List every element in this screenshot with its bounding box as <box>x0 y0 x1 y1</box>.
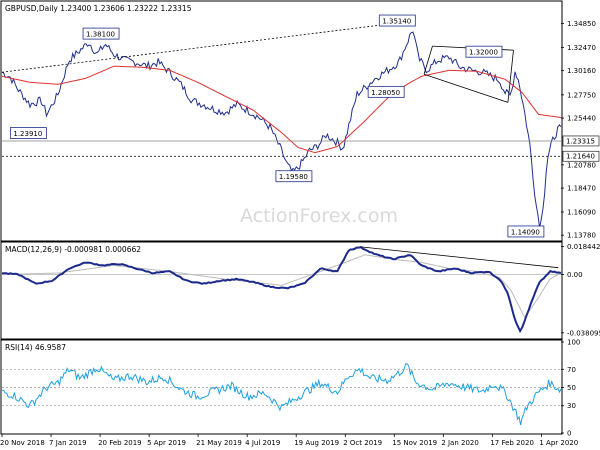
price-panel <box>0 0 563 242</box>
annotation-label: 1.38100 <box>86 31 115 39</box>
x-tick-label: 2 Oct 2019 <box>343 439 382 447</box>
annotation-box <box>367 85 405 98</box>
moving-average-line <box>1 65 562 154</box>
x-tick-label: 17 Feb 2020 <box>490 439 534 447</box>
y-tick-label: 50 <box>567 384 576 392</box>
annotation-box <box>465 45 503 58</box>
annotation-box <box>9 127 47 139</box>
y-tick-label: -0.038095 <box>567 329 600 337</box>
x-tick-label: 2 Jan 2020 <box>441 439 479 447</box>
price-line <box>1 31 562 229</box>
y-tick-label: 1.13780 <box>567 232 596 240</box>
x-tick-label: 20 Feb 2019 <box>98 439 142 447</box>
price-annotations: 1.38100 1.23910 1.19580 1.35140 1.28050 1.320… <box>9 14 545 238</box>
channel-left-line <box>423 46 433 75</box>
x-tick-label: 21 May 2019 <box>196 439 242 447</box>
x-tick-label: 7 Jan 2019 <box>49 439 87 447</box>
x-tick-label: 1 Apr 2020 <box>539 439 578 447</box>
macd-trendline <box>359 246 559 269</box>
current-price-label: 1.23315 <box>566 137 595 145</box>
price-y-axis: 1.34850 1.32470 1.30160 1.27750 1.25440 1.207… <box>561 20 600 240</box>
rsi-series-layer <box>1 363 562 426</box>
y-tick-label: 1.25440 <box>567 115 596 123</box>
x-tick-label: 20 Nov 2018 <box>0 439 45 447</box>
rsi-title: RSI(14) 46.9587 <box>5 343 66 352</box>
y-tick-label: 1.20780 <box>567 161 596 169</box>
watermark: ActionForex.com <box>240 205 398 227</box>
x-tick-label: 4 Jul 2019 <box>245 439 280 447</box>
macd-signal-line <box>1 254 562 319</box>
x-tick-label: 15 Nov 2019 <box>392 439 437 447</box>
y-tick-label: 1.34850 <box>567 20 596 28</box>
annotation-label: 1.35140 <box>382 18 411 26</box>
annotation-box <box>378 14 416 27</box>
annotation-label: 1.23910 <box>13 130 42 138</box>
x-axis: 20 Nov 2018 7 Jan 2019 20 Feb 2019 5 Apr 20… <box>0 434 578 447</box>
channel-right-line <box>507 50 514 103</box>
price-series-layer <box>1 20 562 229</box>
y-tick-label: 0.00 <box>567 271 583 279</box>
rsi-line <box>1 363 562 426</box>
y-tick-label: 1.30160 <box>567 67 596 75</box>
support-level-label-box <box>562 150 600 162</box>
y-tick-label: 30 <box>567 402 576 410</box>
macd-series-layer <box>1 246 562 334</box>
macd-title: MACD(12,26,9) -0.000981 0.000662 <box>5 245 141 254</box>
annotation-box <box>507 225 545 238</box>
annotation-label: 1.32000 <box>469 49 498 57</box>
channel-bottom-line <box>423 73 509 103</box>
macd-y-axis: 0.018442 0.00 -0.038095 <box>561 243 600 337</box>
annotation-box <box>82 27 120 40</box>
y-tick-label: 1.32470 <box>567 44 596 52</box>
y-tick-label: 100 <box>567 339 580 347</box>
current-price-label-box <box>562 135 600 147</box>
support-level-label: 1.21640 <box>566 153 595 161</box>
y-tick-label: 70 <box>567 366 576 374</box>
macd-panel <box>0 241 563 340</box>
annotation-label: 1.28050 <box>371 89 400 97</box>
annotation-box <box>275 170 313 183</box>
rsi-y-axis: 100 70 50 30 0 <box>561 339 580 438</box>
y-tick-label: 1.16090 <box>567 208 596 216</box>
y-tick-label: 1.18470 <box>567 185 596 193</box>
price-title: GBPUSD,Daily 1.23400 1.23606 1.23222 1.2… <box>5 4 192 13</box>
y-tick-label: 1.27750 <box>567 91 596 99</box>
y-tick-label: 0 <box>567 430 571 438</box>
y-tick-label: 0.018442 <box>567 243 600 251</box>
rsi-panel <box>0 339 563 435</box>
annotation-label: 1.19580 <box>279 173 308 181</box>
x-tick-label: 5 Apr 2019 <box>147 439 186 447</box>
upper-trendline <box>1 20 413 73</box>
annotation-label: 1.14090 <box>511 228 540 236</box>
x-tick-label: 19 Aug 2019 <box>294 439 339 447</box>
macd-line <box>1 246 562 334</box>
